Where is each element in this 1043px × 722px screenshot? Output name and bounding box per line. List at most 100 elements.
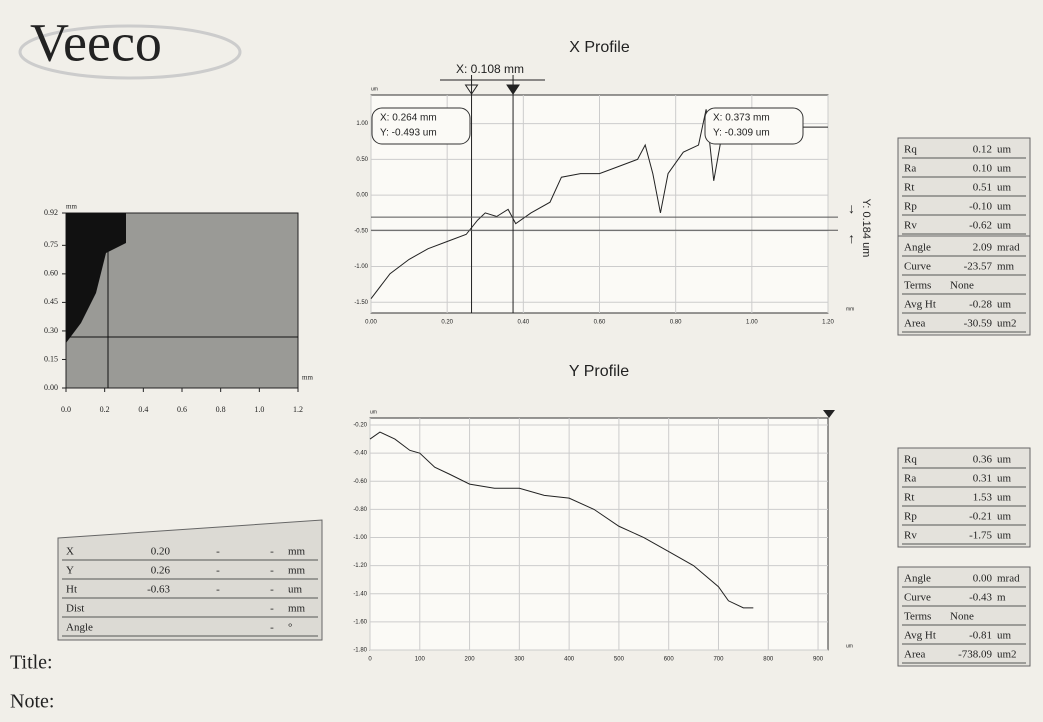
cell: None: [950, 280, 974, 292]
cell: Avg Ht: [904, 630, 936, 642]
x-unit: mm: [846, 306, 854, 312]
x-tick-label: 1.2: [293, 405, 303, 414]
cell: Ht: [66, 584, 77, 596]
x-tick-label: 700: [713, 657, 724, 663]
y-tick-label: 0.45: [44, 297, 58, 306]
cell: -23.57: [964, 261, 993, 273]
cell: um: [997, 454, 1012, 466]
cell: Rt: [904, 492, 914, 504]
cell: °: [288, 622, 292, 634]
y-tick-label: -1.60: [353, 619, 367, 625]
cell: -: [216, 584, 220, 596]
unit: mm: [302, 374, 313, 382]
y-tick-label: 0.30: [44, 326, 58, 335]
y-tick-label: -0.40: [353, 451, 367, 457]
cell: Ra: [904, 473, 916, 485]
annotation: Y: 0.184 um: [860, 199, 872, 258]
cell: Rp: [904, 201, 917, 213]
cell: Angle: [66, 622, 93, 634]
cell: Rq: [904, 144, 917, 156]
cell: 0.12: [973, 144, 992, 156]
cell: um: [997, 144, 1012, 156]
x-tick-label: 800: [763, 657, 774, 663]
cell: 0.31: [973, 473, 992, 485]
cell: Terms: [904, 280, 931, 292]
unit: mm: [66, 203, 77, 211]
cell: 0.36: [973, 454, 993, 466]
x-tick-label: 0.2: [100, 405, 110, 414]
y-tick-label: -1.20: [353, 563, 367, 569]
arrow: ↑: [848, 232, 855, 247]
y-tick-label: 0.15: [44, 354, 58, 363]
y-tick-label: -0.80: [353, 507, 367, 513]
y-tick-label: 0.75: [44, 240, 58, 249]
annotation: X: 0.108 mm: [456, 62, 524, 76]
cell: 1.53: [973, 492, 993, 504]
cell: -: [270, 565, 274, 577]
cell: mm: [288, 565, 306, 577]
cell: -738.09: [958, 649, 992, 661]
cell: mrad: [997, 242, 1020, 254]
cell: um: [997, 492, 1012, 504]
cell: um: [997, 511, 1012, 523]
cell: um: [997, 299, 1012, 311]
x-tick-label: 0.60: [594, 320, 606, 326]
x-tick-label: 1.0: [254, 405, 264, 414]
cell: Area: [904, 649, 925, 661]
arrow: ↓: [848, 202, 855, 217]
cell: -0.81: [969, 630, 992, 642]
y-tick-label: 0.50: [356, 157, 368, 163]
x-tick-label: 0.20: [441, 320, 453, 326]
x-tick-label: 600: [664, 657, 675, 663]
annotation: Y: -0.493 um: [380, 128, 437, 139]
x-tick-label: 500: [614, 657, 625, 663]
cell: Terms: [904, 611, 931, 623]
cell: Rp: [904, 511, 917, 523]
cell: 0.26: [151, 565, 171, 577]
annotation: X: 0.264 mm: [380, 113, 437, 124]
y-tick-label: -0.60: [353, 479, 367, 485]
cell: -0.62: [969, 220, 992, 232]
y-unit: um: [370, 409, 377, 415]
cell: um: [997, 473, 1012, 485]
cell: um: [288, 584, 303, 596]
cell: Curve: [904, 592, 931, 604]
x-tick-label: 0.6: [177, 405, 187, 414]
cell: m: [997, 592, 1006, 604]
x-tick-label: 400: [564, 657, 575, 663]
y-tick-label: -0.20: [353, 423, 367, 429]
cell: Curve: [904, 261, 931, 273]
cell: Area: [904, 318, 925, 330]
cell: -: [270, 622, 274, 634]
cell: -: [216, 565, 220, 577]
x-tick-label: 0.8: [216, 405, 226, 414]
y-tick-label: 0.92: [44, 208, 58, 217]
cell: -: [270, 546, 274, 558]
cell: -30.59: [964, 318, 993, 330]
cell: None: [950, 611, 974, 623]
cell: Dist: [66, 603, 84, 615]
y-unit: um: [371, 86, 378, 92]
x-tick-label: 1.20: [822, 320, 834, 326]
cell: Avg Ht: [904, 299, 936, 311]
cell: um2: [997, 649, 1017, 661]
x-tick-label: 0.0: [61, 405, 71, 414]
note-label: Note:: [10, 691, 54, 713]
x-tick-label: 0.80: [670, 320, 682, 326]
x-tick-label: 0.00: [365, 320, 377, 326]
cell: Y: [66, 565, 74, 577]
x-tick-label: 1.00: [746, 320, 758, 326]
cell: -1.75: [969, 530, 992, 542]
x-tick-label: 100: [415, 657, 426, 663]
x-tick-label: 0.40: [517, 320, 529, 326]
cell: um2: [997, 318, 1017, 330]
cursor-table: [58, 520, 322, 640]
annotation: X: 0.373 mm: [713, 113, 770, 124]
chart-title: Y Profile: [569, 363, 629, 380]
cell: -: [270, 584, 274, 596]
logo: Veeco: [30, 12, 162, 72]
cell: 0.00: [973, 573, 993, 585]
y-tick-label: -1.80: [353, 648, 367, 654]
report: Veeco Title: Note: X Profile0.000.200.40…: [0, 0, 1043, 722]
y-tick-label: -0.50: [354, 228, 368, 234]
